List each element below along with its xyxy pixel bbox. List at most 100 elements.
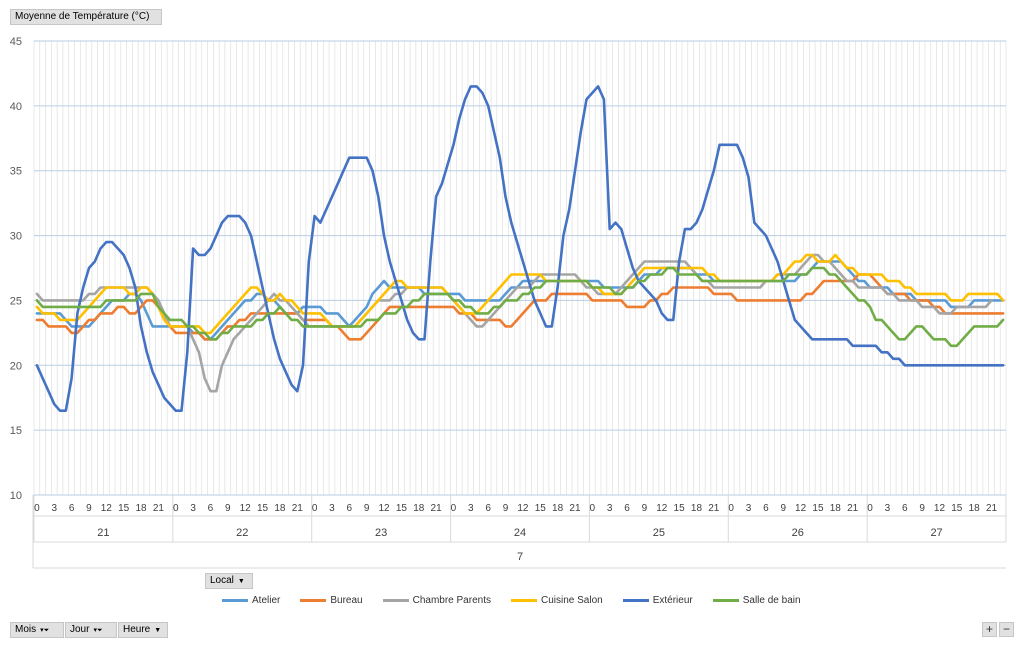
y-tick-label: 25 bbox=[10, 295, 22, 307]
hour-tick-label: 6 bbox=[347, 503, 353, 514]
legend-label: Salle de bain bbox=[742, 595, 801, 606]
legend-item: Chambre Parents bbox=[382, 595, 491, 606]
hour-tick-label: 12 bbox=[378, 503, 390, 514]
hour-tick-label: 3 bbox=[329, 503, 335, 514]
day-label: 23 bbox=[375, 527, 387, 539]
vertical-gridlines bbox=[33, 41, 1007, 495]
hour-tick-label: 0 bbox=[312, 503, 318, 514]
hour-tick-label: 0 bbox=[451, 503, 457, 514]
hour-tick-label: 12 bbox=[240, 503, 252, 514]
axis-field-heure[interactable]: Heure ▼ bbox=[118, 622, 168, 638]
series-line-salle-de-bain bbox=[35, 266, 1005, 348]
y-tick-label: 45 bbox=[10, 36, 22, 48]
hour-tick-label: 9 bbox=[86, 503, 92, 514]
horizontal-gridlines bbox=[34, 40, 1006, 496]
series-line-chambre-parents bbox=[35, 253, 993, 393]
legend-swatch bbox=[510, 599, 537, 602]
month-label: 7 bbox=[517, 551, 523, 563]
y-tick-label: 30 bbox=[10, 231, 22, 243]
legend-label: Extérieur bbox=[652, 595, 693, 606]
y-tick-label: 10 bbox=[10, 490, 22, 502]
hour-tick-label: 6 bbox=[208, 503, 214, 514]
legend-swatch bbox=[622, 599, 649, 602]
zoom-in-button[interactable]: + bbox=[982, 622, 997, 637]
hour-tick-label: 0 bbox=[867, 503, 873, 514]
hour-tick-label: 3 bbox=[468, 503, 474, 514]
legend-field-label: Local bbox=[210, 575, 234, 586]
legend-swatch bbox=[222, 599, 248, 602]
y-axis-tick-labels: 10 15 20 25 30 35 40 45 bbox=[10, 36, 22, 502]
hour-tick-label: 18 bbox=[274, 503, 286, 514]
hour-tick-label: 15 bbox=[535, 503, 547, 514]
hour-tick-label: 9 bbox=[642, 503, 648, 514]
legend-field-button[interactable]: Local ▼ bbox=[205, 573, 253, 589]
hour-tick-label: 21 bbox=[569, 503, 581, 514]
hour-tick-label: 21 bbox=[153, 503, 165, 514]
series-lines bbox=[35, 85, 1005, 413]
hour-tick-label: 0 bbox=[34, 503, 40, 514]
plus-icon: + bbox=[985, 622, 993, 636]
chart-legend: Atelier Bureau Chambre Parents Cuisine Salo… bbox=[222, 595, 821, 606]
y-tick-label: 40 bbox=[10, 101, 22, 113]
hour-tick-label: 12 bbox=[517, 503, 529, 514]
hour-tick-label: 9 bbox=[780, 503, 786, 514]
hour-tick-label: 6 bbox=[624, 503, 630, 514]
day-label: 27 bbox=[930, 527, 942, 539]
series-line-exterieur bbox=[35, 85, 1005, 413]
funnel-icon: ▾⏷ bbox=[93, 627, 103, 634]
hour-tick-label: 6 bbox=[485, 503, 491, 514]
axis-field-jour[interactable]: Jour ▾⏷ bbox=[65, 622, 117, 638]
zoom-out-button[interactable]: − bbox=[999, 622, 1014, 637]
hour-tick-label: 18 bbox=[413, 503, 425, 514]
legend-label: Cuisine Salon bbox=[540, 595, 603, 606]
hour-tick-label: 6 bbox=[69, 503, 75, 514]
y-tick-label: 35 bbox=[10, 166, 22, 178]
value-field-label: Moyenne de Température (°C) bbox=[15, 11, 150, 22]
hour-tick-label: 12 bbox=[101, 503, 113, 514]
hour-tick-label: 3 bbox=[607, 503, 613, 514]
hour-tick-label: 3 bbox=[51, 503, 57, 514]
chevron-down-icon: ▼ bbox=[237, 578, 245, 585]
legend-item: Cuisine Salon bbox=[510, 595, 603, 606]
hour-tick-label: 9 bbox=[503, 503, 509, 514]
hour-tick-label: 9 bbox=[364, 503, 370, 514]
hour-tick-label: 21 bbox=[986, 503, 998, 514]
axis-field-label: Jour bbox=[70, 624, 90, 635]
hour-tick-label: 18 bbox=[969, 503, 981, 514]
hour-tick-label: 18 bbox=[691, 503, 703, 514]
day-label: 25 bbox=[653, 527, 665, 539]
legend-swatch bbox=[300, 599, 327, 602]
hour-tick-label: 15 bbox=[812, 503, 824, 514]
legend-label: Atelier bbox=[252, 595, 281, 606]
hour-tick-label: 15 bbox=[118, 503, 130, 514]
hour-tick-label: 15 bbox=[951, 503, 963, 514]
legend-label: Bureau bbox=[330, 595, 363, 606]
day-label: 24 bbox=[514, 527, 526, 539]
value-field-button[interactable]: Moyenne de Température (°C) bbox=[10, 9, 162, 25]
hour-tick-label: 15 bbox=[674, 503, 686, 514]
chevron-down-icon: ▼ bbox=[154, 627, 162, 634]
legend-label: Chambre Parents bbox=[412, 595, 491, 606]
hour-tick-label: 9 bbox=[225, 503, 231, 514]
hour-tick-label: 3 bbox=[746, 503, 752, 514]
minus-icon: − bbox=[1002, 622, 1010, 636]
hour-tick-label: 0 bbox=[728, 503, 734, 514]
hour-tick-label: 21 bbox=[431, 503, 443, 514]
legend-item: Bureau bbox=[300, 595, 363, 606]
hour-tick-label: 12 bbox=[795, 503, 807, 514]
axis-field-mois[interactable]: Mois ▾⏷ bbox=[10, 622, 64, 638]
hour-tick-label: 9 bbox=[919, 503, 925, 514]
hour-tick-label: 21 bbox=[847, 503, 859, 514]
hour-tick-label: 3 bbox=[190, 503, 196, 514]
hour-tick-label: 18 bbox=[552, 503, 564, 514]
hour-tick-label: 18 bbox=[830, 503, 842, 514]
day-label: 21 bbox=[97, 527, 109, 539]
hour-tick-label: 18 bbox=[135, 503, 147, 514]
hour-tick-label: 3 bbox=[885, 503, 891, 514]
legend-item: Atelier bbox=[222, 595, 280, 606]
hour-tick-label: 0 bbox=[173, 503, 179, 514]
axis-field-label: Heure bbox=[123, 624, 151, 635]
hour-tick-label: 0 bbox=[590, 503, 596, 514]
